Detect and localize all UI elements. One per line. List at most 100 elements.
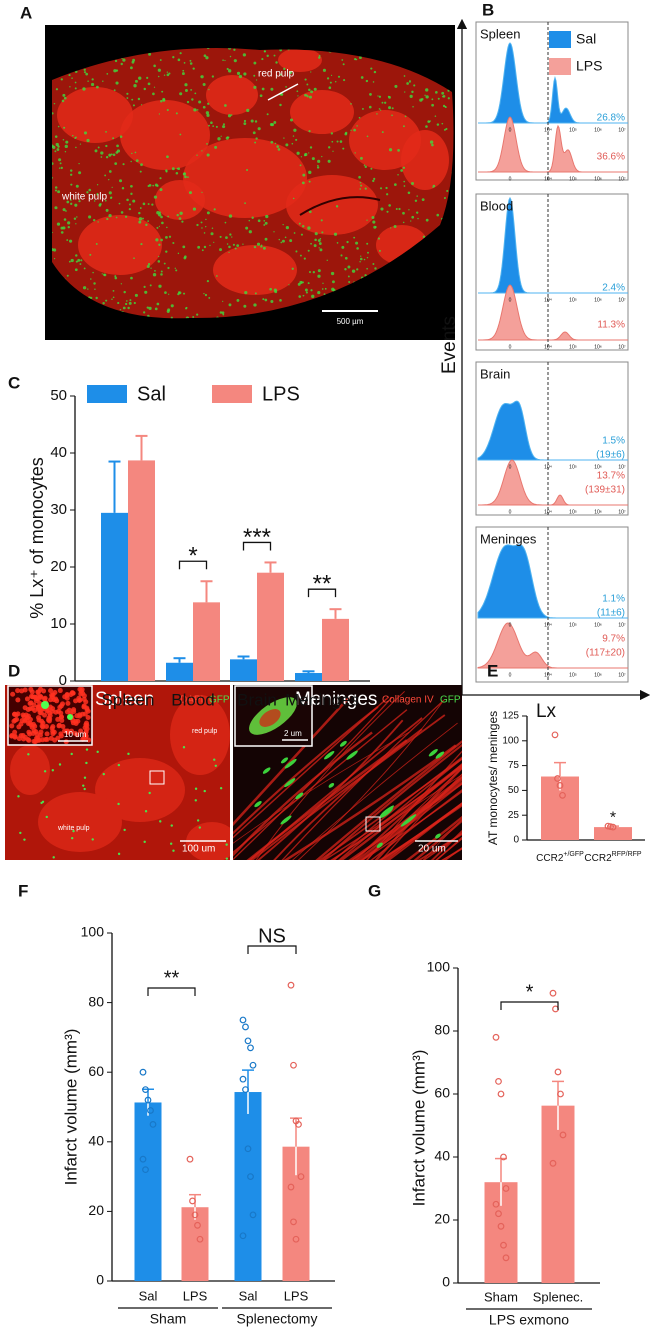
gfp-speck (184, 83, 188, 87)
data-point (559, 1131, 567, 1139)
gfp-speck (70, 258, 74, 263)
gfp-speck (165, 169, 168, 172)
gfp-speck (158, 255, 160, 258)
gfp-speck (165, 236, 168, 239)
gfp-speck (161, 90, 164, 93)
gfp-cell (96, 750, 99, 754)
gfp-speck (224, 59, 226, 62)
gfp-speck (181, 72, 185, 76)
hist-tick: 10⁶ (594, 127, 602, 133)
gfp-speck (298, 222, 301, 225)
gfp-speck (217, 137, 221, 141)
collagen-fiber (339, 764, 462, 860)
gfp-speck (288, 70, 293, 75)
y-tick-label: 10 (50, 615, 67, 632)
gfp-speck (198, 100, 202, 104)
gfp-speck (133, 257, 135, 260)
data-point (495, 1077, 502, 1085)
gfp-speck (147, 82, 151, 86)
nucleus (78, 728, 84, 734)
gfp-speck (183, 172, 186, 175)
gfp-speck (140, 163, 143, 167)
gfp-speck (95, 85, 99, 89)
gfp-speck (228, 245, 231, 249)
gfp-speck (360, 156, 363, 160)
gfp-cell (67, 714, 73, 720)
gfp-speck (264, 237, 268, 241)
significance-label: NS (258, 925, 286, 947)
gfp-speck (111, 298, 113, 301)
tissue-name: Brain (480, 366, 510, 381)
gfp-speck (64, 150, 67, 153)
nucleus (30, 721, 36, 727)
gfp-speck (154, 307, 158, 311)
nucleus (29, 689, 35, 695)
gfp-speck (184, 255, 187, 259)
percent-label: 36.6% (597, 152, 625, 163)
y-axis-label: Infarct volume (mm³) (409, 1050, 428, 1207)
gfp-speck (270, 87, 274, 91)
gfp-cell (23, 838, 26, 841)
gfp-speck (75, 254, 78, 257)
data-point (239, 1232, 247, 1240)
annotation: red pulp (192, 728, 217, 735)
data-point (139, 1155, 147, 1163)
follicle (38, 792, 122, 852)
hist-tick: 0 (509, 464, 512, 470)
gfp-speck (55, 88, 59, 91)
gfp-speck (183, 292, 186, 295)
gfp-speck (371, 216, 375, 220)
gfp-speck (201, 191, 203, 193)
gfp-speck (75, 146, 77, 149)
data-point (292, 1235, 300, 1243)
gfp-speck (165, 250, 168, 253)
gfp-speck (356, 125, 358, 127)
nucleus (21, 736, 27, 742)
gfp-speck (91, 78, 94, 81)
gfp-speck (71, 77, 73, 79)
gfp-cell (85, 748, 89, 751)
gfp-speck (82, 87, 86, 91)
gfp-speck (105, 299, 108, 302)
gfp-speck (160, 273, 163, 276)
gfp-speck (422, 235, 426, 239)
nucleus (23, 717, 29, 723)
data-point (194, 1221, 201, 1229)
gfp-speck (322, 68, 326, 72)
gfp-speck (97, 221, 99, 223)
gfp-speck (304, 288, 308, 292)
data-point (239, 1075, 247, 1083)
follicle (290, 90, 354, 134)
gfp-speck (316, 166, 320, 169)
collagen-fiber (331, 763, 462, 860)
gfp-speck (116, 149, 121, 153)
gfp-speck (152, 273, 157, 277)
nucleus (84, 722, 90, 728)
data-point (554, 1068, 562, 1076)
x-tick-label: Brain (237, 690, 277, 709)
gfp-speck (128, 301, 132, 305)
y-tick-label: 25 (508, 810, 520, 821)
bar (134, 1102, 162, 1281)
gfp-speck (284, 236, 287, 239)
gfp-speck (97, 146, 100, 149)
gfp-speck (168, 72, 171, 75)
hist-tick: 10⁵ (569, 344, 577, 350)
gfp-speck (88, 215, 92, 219)
gfp-speck (344, 131, 348, 135)
nucleus (44, 731, 50, 737)
significance-label: * (188, 543, 197, 570)
group-label: Sham (150, 1311, 187, 1327)
gfp-speck (431, 103, 435, 107)
gfp-speck (177, 252, 180, 255)
nucleus (37, 710, 43, 716)
gfp-speck (285, 143, 289, 147)
x-tick-label: Blood (171, 690, 214, 709)
gfp-speck (376, 113, 378, 115)
gfp-speck (70, 173, 73, 176)
gfp-speck (355, 241, 359, 245)
gfp-speck (157, 68, 161, 72)
collagen-fiber (361, 790, 462, 860)
gfp-speck (153, 64, 156, 68)
